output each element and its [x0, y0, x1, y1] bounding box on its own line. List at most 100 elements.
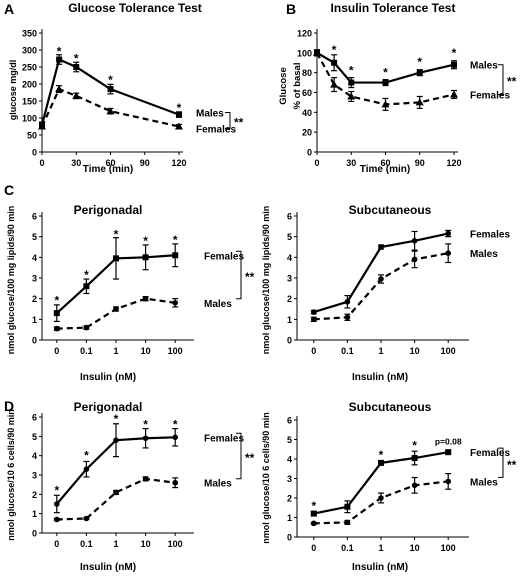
significance-star: *	[311, 499, 316, 513]
x-tick-label: 60	[380, 158, 390, 168]
x-tick-label: 1	[113, 346, 118, 356]
data-point	[176, 111, 182, 118]
x-tick-label: 30	[71, 158, 81, 168]
y-tick-label: 5	[287, 232, 292, 242]
x-tick-label: 10	[410, 543, 420, 553]
data-point	[142, 435, 149, 442]
data-point	[347, 92, 356, 100]
data-point	[73, 64, 80, 70]
x-axis-label: Insulin (nM)	[80, 372, 136, 383]
y-tick-label: 0	[32, 148, 37, 158]
y-axis-label: glucose mg/dl	[8, 60, 18, 121]
x-axis-label: Time (min)	[83, 164, 133, 175]
data-point	[445, 478, 452, 485]
significance-marker: **	[245, 270, 255, 284]
significance-star: *	[412, 438, 417, 452]
series-label: Females	[470, 90, 510, 101]
x-tick-label: 0	[311, 346, 316, 356]
y-axis-label: Glucose	[278, 67, 289, 105]
data-point	[381, 100, 390, 108]
significance-marker: **	[245, 451, 255, 465]
y-axis-label: nmol glucose/100 mg lipids/90 min	[6, 206, 16, 355]
data-point	[72, 91, 81, 99]
y-tick-label: 0	[287, 336, 292, 346]
series-label: Males	[470, 477, 498, 488]
y-tick-label: 0	[32, 529, 37, 539]
significance-bracket	[498, 64, 504, 95]
y-axis-label-line2: % of basal	[292, 63, 303, 110]
x-tick-label: 0	[54, 346, 59, 356]
series-label: Males	[470, 61, 498, 72]
y-tick-label: 3	[32, 471, 37, 481]
data-point	[113, 489, 119, 496]
series-males	[310, 243, 452, 323]
significance-star: *	[349, 64, 354, 78]
data-point	[445, 250, 452, 256]
data-point	[172, 479, 178, 486]
data-point	[451, 61, 457, 68]
y-tick-label: 50	[27, 131, 37, 141]
x-tick-label: 100	[441, 346, 456, 356]
series-label: Females	[470, 448, 510, 459]
x-axis-label: Insulin (nM)	[80, 562, 136, 573]
significance-star: *	[383, 66, 388, 80]
significance-star: *	[143, 418, 148, 432]
series-females	[313, 48, 458, 111]
significance-bracket	[236, 432, 242, 480]
x-tick-label: 0.1	[341, 346, 354, 356]
y-tick-label: 6	[287, 416, 292, 426]
data-point	[445, 230, 452, 237]
x-axis-label: Time (min)	[360, 164, 410, 175]
y-tick-label: 4	[32, 253, 37, 263]
chart-panel-5: D Perigonadal 0 1 2 3 4 5 6 0 0.1 1 10 100 Insulin (nM…	[4, 398, 255, 573]
data-point	[142, 254, 149, 261]
series-line	[40, 87, 180, 128]
series-males	[53, 295, 179, 332]
series-males	[39, 54, 182, 129]
panel-letter: A	[4, 1, 14, 17]
significance-star: *	[84, 449, 89, 463]
data-point	[411, 482, 418, 489]
data-point	[107, 86, 114, 93]
data-point	[416, 69, 423, 76]
series-females	[38, 85, 183, 130]
data-point	[378, 276, 384, 282]
y-tick-label: 0	[32, 336, 37, 346]
x-tick-label: 1	[378, 543, 383, 553]
y-tick-label: 120	[297, 29, 312, 39]
significance-star: *	[114, 412, 119, 426]
significance-star: *	[143, 234, 148, 248]
data-point	[344, 519, 351, 526]
data-point	[411, 238, 418, 244]
x-tick-label: 0	[39, 158, 44, 168]
y-tick-label: 100	[22, 114, 37, 124]
y-tick-label: 250	[22, 63, 37, 73]
y-axis-label: nmol glucose/10 6 cells/90 min	[6, 409, 16, 541]
data-point	[54, 325, 60, 332]
x-tick-label: 30	[346, 158, 356, 168]
y-tick-label: 300	[22, 46, 37, 56]
data-point	[113, 306, 119, 312]
x-tick-label: 10	[410, 346, 420, 356]
data-point	[53, 310, 60, 317]
y-tick-label: 100	[297, 48, 312, 58]
significance-marker: **	[507, 75, 517, 89]
y-tick-label: 1	[32, 315, 37, 325]
panel-letter: B	[286, 1, 296, 17]
chart-title: Subcutaneous	[349, 203, 432, 217]
data-point	[331, 59, 338, 66]
significance-star: *	[173, 418, 178, 432]
x-tick-label: 100	[441, 543, 456, 553]
data-point	[344, 503, 351, 510]
data-point	[310, 510, 317, 517]
x-tick-label: 60	[105, 158, 115, 168]
chart-title: Perigonadal	[74, 203, 143, 217]
significance-star: *	[452, 46, 457, 60]
significance-star: *	[114, 228, 119, 242]
x-tick-label: 1	[113, 539, 118, 549]
y-tick-label: 60	[302, 88, 312, 98]
x-axis-label: Insulin (nM)	[352, 372, 408, 383]
y-tick-label: 5	[287, 435, 292, 445]
chart-panel-1: A Glucose Tolerance Test 0 50 100 150 200 250 30…	[4, 1, 244, 175]
chart-panel-4: Subcutaneous 0 1 2 3 4 5 6 0 0.1 1 10 100 Insulin (nM…	[261, 203, 510, 383]
